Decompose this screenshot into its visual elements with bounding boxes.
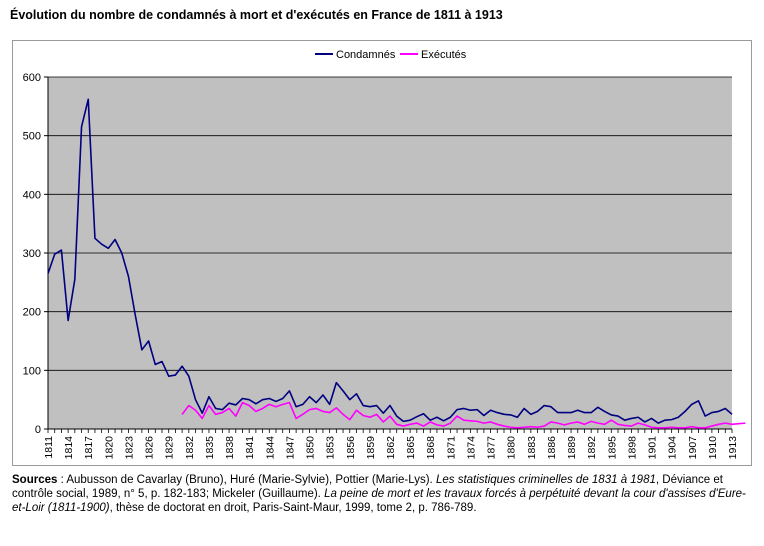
x-tick-label: 1844	[264, 436, 276, 460]
x-tick-label: 1901	[647, 436, 659, 460]
series-line-condamnes	[47, 98, 733, 424]
chart-title: Évolution du nombre de condamnés à mort …	[10, 8, 503, 22]
x-tick-label: 1868	[425, 436, 437, 460]
x-tick-label: 1811	[43, 436, 55, 459]
x-tick-label: 1841	[244, 436, 256, 460]
x-tick-label: 1862	[385, 436, 397, 460]
x-tick-label: 1814	[63, 436, 75, 460]
y-tick-label: 200	[23, 307, 41, 319]
x-tick-label: 1820	[103, 436, 115, 460]
sources-text-1: : Aubusson de Cavarlay (Bruno), Huré (Ma…	[57, 474, 436, 486]
x-tick-label: 1853	[325, 436, 337, 460]
x-tick-label: 1892	[586, 436, 598, 460]
x-tick-label: 1874	[465, 436, 477, 460]
x-tick-label: 1865	[405, 436, 417, 460]
sources-text-2: , Déviance et contrôle social, 1989, n° …	[12, 474, 723, 500]
x-tick-label: 1886	[546, 436, 558, 460]
x-tick-label: 1832	[184, 436, 196, 460]
x-tick-label: 1859	[365, 436, 377, 460]
x-tick-label: 1907	[687, 436, 699, 460]
x-tick-label: 1817	[83, 436, 95, 460]
x-tick-label: 1838	[224, 436, 236, 460]
x-tick-label: 1880	[506, 436, 518, 460]
sources-note: Sources : Aubusson de Cavarlay (Bruno), …	[12, 473, 747, 515]
x-tick-label: 1913	[727, 436, 739, 460]
sources-title-1: Les statistiques criminelles de 1831 à 1…	[435, 474, 656, 486]
x-tick-label: 1829	[164, 436, 176, 460]
x-tick-label: 1823	[123, 436, 135, 460]
x-tick-label: 1883	[526, 436, 538, 460]
x-tick-label: 1898	[626, 436, 638, 460]
x-tick-label: 1826	[144, 436, 156, 460]
y-tick-label: 500	[23, 131, 41, 143]
sources-title-2: La peine de mort et les travaux forcés à…	[12, 488, 746, 514]
y-tick-label: 100	[23, 365, 41, 377]
x-tick-label: 1871	[445, 436, 457, 460]
y-tick-label: 600	[23, 72, 41, 84]
y-tick-label: 400	[23, 189, 41, 201]
y-tick-label: 300	[23, 248, 41, 260]
x-tick-label: 1877	[486, 436, 498, 460]
legend-label: Condamnés	[336, 49, 396, 61]
x-tick-label: 1847	[284, 436, 296, 460]
x-tick-label: 1904	[667, 436, 679, 460]
x-tick-label: 1856	[345, 436, 357, 460]
sources-text-3: , thèse de doctorat en droit, Paris-Sain…	[109, 502, 477, 514]
x-tick-label: 1910	[707, 436, 719, 460]
y-tick-label: 0	[35, 424, 41, 436]
x-tick-label: 1889	[566, 436, 578, 460]
series-line-executes	[181, 401, 746, 429]
x-tick-label: 1835	[204, 436, 216, 460]
sources-label: Sources	[12, 474, 58, 486]
legend-label: Exécutés	[421, 49, 467, 61]
x-tick-label: 1850	[305, 436, 317, 460]
x-tick-label: 1895	[606, 436, 618, 460]
